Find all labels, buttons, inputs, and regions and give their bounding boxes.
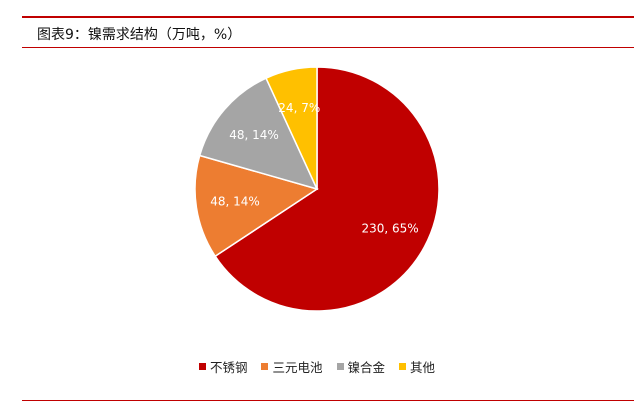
bottom-rule [22,400,634,401]
legend: 不锈钢 三元电池 镍合金 其他 [0,357,634,376]
legend-swatch [399,363,407,370]
legend-label: 其他 [410,360,436,375]
title-rule [22,47,634,48]
slice-label-nickel-alloy: 48, 14% [229,128,279,142]
legend-item-ternary-battery: 三元电池 [261,357,323,376]
legend-item-other: 其他 [399,357,435,376]
top-rule [22,16,634,18]
pie-slices [194,66,440,312]
legend-swatch [261,363,269,370]
pie-slice-other [265,66,318,190]
slice-label-ternary-battery: 48, 14% [210,195,260,209]
chart-title: 图表9：镍需求结构（万吨，%） [37,27,242,43]
legend-label: 三元电池 [272,360,323,375]
legend-item-stainless-steel: 不锈钢 [198,357,248,376]
legend-swatch [336,363,344,370]
slice-label-stainless-steel: 230, 65% [361,221,418,235]
legend-swatch [198,363,206,370]
slice-label-other: 24, 7% [278,101,320,115]
legend-item-nickel-alloy: 镍合金 [336,357,386,376]
pie-slice-nickel-alloy [198,77,319,191]
legend-label: 镍合金 [347,360,386,375]
pie-labels: 230, 65% 48, 14% 48, 14% 24, 7% [210,101,418,235]
legend-label: 不锈钢 [209,360,248,375]
pie-slice-stainless-steel [214,66,440,312]
